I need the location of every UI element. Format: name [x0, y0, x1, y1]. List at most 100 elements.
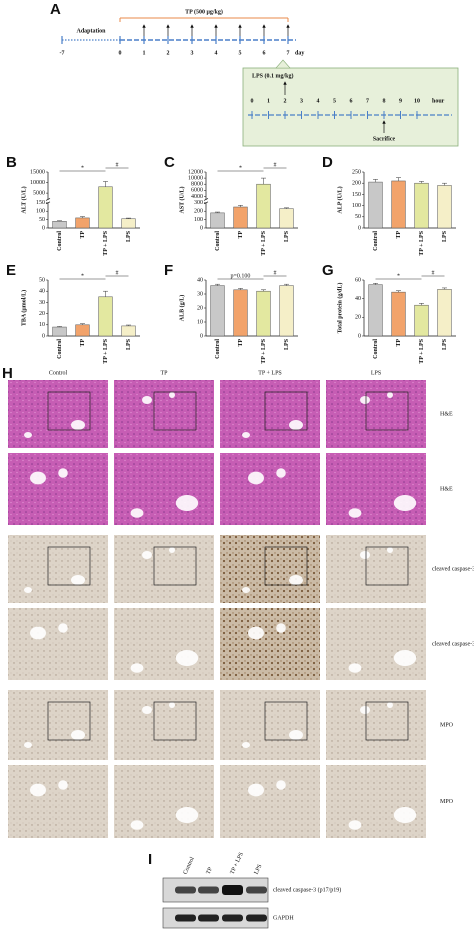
- day-label: 7: [287, 50, 290, 56]
- panel-letter: I: [148, 851, 152, 868]
- micrograph: [326, 535, 426, 603]
- y-tick-label: 40: [39, 289, 45, 295]
- x-tick-label: TP: [80, 231, 86, 239]
- zoom-box: [264, 391, 308, 431]
- vessel: [360, 706, 370, 714]
- bar: [52, 221, 67, 229]
- micrograph: [8, 535, 108, 603]
- vessel: [242, 587, 250, 593]
- bar: [414, 304, 429, 337]
- x-tick-label: TP: [238, 231, 244, 239]
- axis-break: [203, 198, 209, 201]
- x-tick-label: TP: [396, 231, 402, 239]
- bar: [414, 182, 429, 229]
- y-tick-label: 0: [358, 225, 361, 231]
- panel-letter: D: [322, 154, 333, 171]
- column-label: LPS: [371, 370, 381, 376]
- band: [246, 886, 267, 894]
- y-tick-label: 50: [39, 217, 45, 223]
- micrograph: [114, 380, 214, 448]
- zoom-box: [153, 391, 197, 431]
- bar: [98, 296, 113, 337]
- vessel: [393, 807, 417, 823]
- zoom-box: [365, 546, 409, 586]
- x-tick-label: TP + LPS: [419, 230, 425, 255]
- significance-label: #: [116, 270, 119, 276]
- band: [222, 914, 243, 922]
- y-tick-label: 60: [355, 277, 361, 283]
- x-tick-label: Control: [215, 231, 221, 251]
- zoom-box: [47, 701, 91, 741]
- micrograph: [114, 608, 214, 680]
- micrograph: [114, 535, 214, 603]
- vessel: [71, 730, 85, 740]
- x-tick-label: TP: [80, 339, 86, 347]
- bar: [121, 325, 136, 337]
- band: [175, 886, 196, 894]
- vessel: [348, 663, 362, 673]
- vessel: [130, 508, 144, 518]
- vessel: [58, 623, 68, 633]
- vessel: [289, 420, 303, 430]
- x-tick-label: TP: [396, 339, 402, 347]
- micrograph: [220, 535, 320, 603]
- x-tick-label: TP + LPS: [419, 338, 425, 363]
- zoom-box: [264, 546, 308, 586]
- panel-letter: F: [164, 262, 173, 279]
- vessel: [348, 820, 362, 830]
- vessel: [289, 575, 303, 585]
- vessel: [169, 702, 175, 708]
- bar: [52, 326, 67, 337]
- band: [175, 914, 196, 922]
- y-tick-label: 0: [42, 225, 45, 231]
- bar: [279, 208, 294, 229]
- day-label: 2: [167, 50, 170, 56]
- lane-label: TP + LPS: [230, 852, 245, 876]
- y-tick-label: 10000: [30, 180, 45, 186]
- micrograph: [326, 380, 426, 448]
- bar: [98, 186, 113, 229]
- zoom-box: [153, 701, 197, 741]
- bar: [75, 324, 90, 337]
- x-tick-label: Control: [373, 339, 379, 359]
- day-label: 1: [143, 50, 146, 56]
- vessel: [360, 551, 370, 559]
- day-label: 4: [215, 50, 218, 56]
- x-tick-label: TP: [238, 339, 244, 347]
- row-label: MPO: [440, 799, 454, 805]
- day-label: -7: [60, 50, 65, 56]
- callout: [275, 59, 291, 69]
- y-tick-label: 50: [39, 277, 45, 283]
- y-tick-label: 20: [197, 305, 203, 311]
- y-tick-label: 250: [352, 169, 361, 175]
- vessel: [276, 780, 286, 790]
- x-tick-label: Control: [215, 339, 221, 359]
- day-unit: day: [295, 50, 304, 56]
- micrograph: [220, 453, 320, 525]
- micrograph: [114, 765, 214, 838]
- y-tick-label: 100: [352, 203, 361, 209]
- band: [198, 886, 219, 894]
- treatment-label: TP (500 μg/kg): [185, 8, 223, 15]
- y-tick-label: 0: [200, 333, 203, 339]
- vessel: [58, 780, 68, 790]
- x-tick-label: TP + LPS: [103, 230, 109, 255]
- zoom-box: [365, 701, 409, 741]
- vessel: [248, 626, 264, 640]
- lane-label: LPS: [254, 864, 264, 876]
- micrograph: [8, 765, 108, 838]
- hour-label: 0: [251, 98, 254, 104]
- y-tick-label: 200: [352, 181, 361, 187]
- vessel: [175, 650, 199, 666]
- y-tick-label: 50: [355, 214, 361, 220]
- micrograph: [220, 690, 320, 760]
- band: [198, 914, 219, 922]
- x-tick-label: LPS: [442, 338, 448, 350]
- panel-letter: C: [164, 154, 175, 171]
- x-tick-label: Control: [373, 231, 379, 251]
- y-axis-label: ALT (U/L): [20, 186, 27, 213]
- row-gap: [8, 603, 426, 606]
- y-tick-label: 12000: [188, 169, 203, 175]
- y-tick-label: 5000: [33, 190, 45, 196]
- vessel: [58, 468, 68, 478]
